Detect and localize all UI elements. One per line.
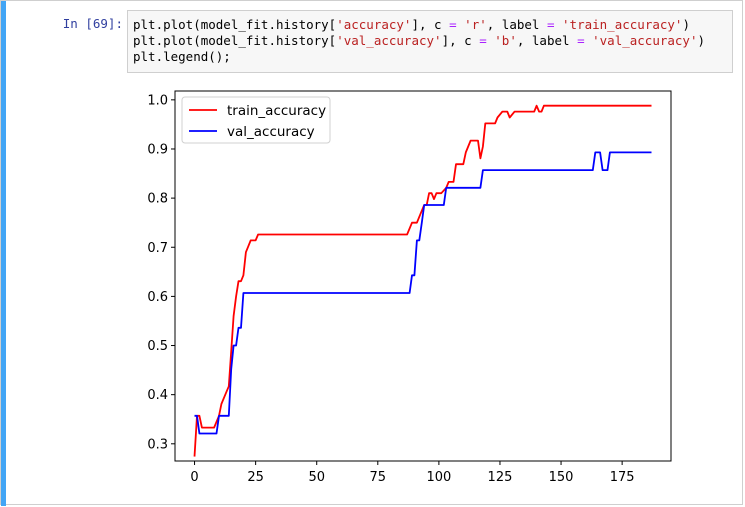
code-line: plt.plot(model_fit.history['val_accuracy… xyxy=(133,33,732,49)
code-operator: = xyxy=(479,33,487,48)
plot-area xyxy=(174,90,672,462)
x-tick-label: 25 xyxy=(247,470,264,481)
legend: train_accuracy val_accuracy xyxy=(181,96,331,144)
code-text: , label xyxy=(516,33,578,48)
y-tick-label: 0.3 xyxy=(147,437,168,452)
x-tick-label: 175 xyxy=(610,470,635,481)
code-text: plt.plot(model_fit.history[ xyxy=(133,17,337,32)
code-operator: = xyxy=(577,33,585,48)
y-tick-label: 0.6 xyxy=(147,290,168,305)
code-text: ], c xyxy=(411,17,450,32)
y-axis: 0.3 0.4 0.5 0.6 0.7 0.8 0.9 1.0 xyxy=(147,93,175,452)
code-text: plt.legend(); xyxy=(133,49,231,64)
code-operator: = xyxy=(449,17,457,32)
code-string: 'train_accuracy' xyxy=(562,17,683,32)
code-string: 'val_accuracy' xyxy=(336,33,442,48)
code-string: 'val_accuracy' xyxy=(592,33,698,48)
input-prompt: In [69]: xyxy=(62,16,123,31)
code-line: plt.plot(model_fit.history['accuracy'], … xyxy=(133,17,732,33)
code-text xyxy=(585,33,593,48)
series-group xyxy=(193,104,652,457)
series-line-train-accuracy xyxy=(193,104,652,457)
cell-output: 0.3 0.4 0.5 0.6 0.7 0.8 0.9 1.0 0 25 50 75 100 125 15… xyxy=(127,81,687,485)
code-string: 'r' xyxy=(464,17,487,32)
code-string: 'accuracy' xyxy=(336,17,412,32)
y-tick-label: 0.9 xyxy=(147,142,168,157)
y-tick-label: 0.4 xyxy=(147,388,168,403)
x-tick-label: 50 xyxy=(308,470,325,481)
x-tick-label: 125 xyxy=(488,470,513,481)
x-tick-label: 75 xyxy=(370,470,387,481)
code-text: plt.plot(model_fit.history[ xyxy=(133,33,337,48)
code-text: , label xyxy=(486,17,547,32)
accuracy-line-chart: 0.3 0.4 0.5 0.6 0.7 0.8 0.9 1.0 0 25 50 75 100 125 15… xyxy=(147,90,672,485)
code-text: ], c xyxy=(441,33,480,48)
code-string: 'b' xyxy=(494,33,517,48)
x-tick-label: 100 xyxy=(426,470,451,481)
x-tick-label: 0 xyxy=(190,470,198,481)
y-tick-label: 1.0 xyxy=(147,93,168,108)
code-editor[interactable]: plt.plot(model_fit.history['accuracy'], … xyxy=(127,10,733,73)
code-text: ) xyxy=(682,17,690,32)
code-text xyxy=(555,17,563,32)
y-tick-label: 0.5 xyxy=(147,339,168,354)
legend-box xyxy=(181,96,331,144)
legend-label: train_accuracy xyxy=(227,103,326,119)
code-text: ) xyxy=(697,33,706,48)
series-line-val-accuracy xyxy=(194,151,652,435)
x-tick-label: 150 xyxy=(549,470,574,481)
x-axis: 0 25 50 75 100 125 150 175 xyxy=(190,461,635,485)
y-tick-label: 0.7 xyxy=(147,241,168,256)
y-tick-label: 0.8 xyxy=(147,192,168,207)
cell-selection-bar xyxy=(1,1,6,506)
code-operator: = xyxy=(546,17,555,32)
legend-label: val_accuracy xyxy=(227,124,315,140)
code-line: plt.legend(); xyxy=(133,49,732,65)
